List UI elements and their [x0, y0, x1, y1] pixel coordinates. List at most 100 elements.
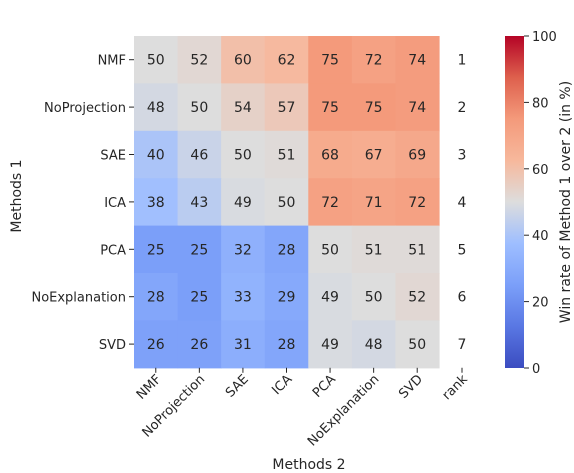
cell-value-label: 50 — [190, 100, 208, 116]
cell-value-label: 72 — [321, 195, 339, 211]
rank-labels: 1 2 3 4 5 6 7 — [458, 53, 467, 353]
heatmap-cell — [221, 36, 266, 84]
cell-value-label: 25 — [147, 242, 165, 258]
heatmap-cell — [351, 273, 397, 321]
row-tick-label: ICA — [104, 196, 126, 211]
heatmap-cell — [177, 273, 222, 321]
cell-value-label: 72 — [408, 195, 426, 211]
cell-value-label: 74 — [408, 100, 426, 116]
colorbar-label: Win rate of Method 1 over 2 (in %) — [558, 81, 574, 323]
row-tick-label: NMF — [98, 54, 126, 69]
cell-value-label: 50 — [147, 53, 165, 69]
rank-value-label: 2 — [458, 100, 467, 116]
cell-value-label: 50 — [408, 337, 426, 353]
heatmap-cell — [177, 225, 222, 274]
cell-value-label: 28 — [278, 337, 296, 353]
cell-value-label: 31 — [234, 337, 252, 353]
cell-value-label: 49 — [321, 290, 339, 306]
heatmap-cell — [221, 178, 266, 227]
heatmap-cell — [308, 36, 353, 84]
heatmap-cell — [264, 178, 309, 227]
cell-value-label: 40 — [147, 148, 165, 164]
heatmap-cell — [308, 225, 353, 274]
heatmap-cell — [134, 83, 179, 132]
colorbar-tick-label: 100 — [532, 30, 557, 45]
column-tick-label: SVD — [396, 372, 426, 402]
cell-value-label: 32 — [234, 242, 252, 258]
heatmap-cell — [264, 225, 309, 274]
rank-value-label: 4 — [458, 195, 467, 211]
cell-value-label: 75 — [365, 100, 383, 116]
column-tick-label: PCA — [310, 372, 339, 401]
colorbar-tick-label: 80 — [532, 96, 549, 111]
row-tick-label: NoProjection — [44, 101, 126, 116]
cell-value-label: 69 — [408, 148, 426, 164]
cell-value-label: 26 — [147, 337, 165, 353]
cell-value-label: 28 — [147, 290, 165, 306]
heatmap-cell — [134, 320, 179, 369]
colorbar-tick-label: 40 — [532, 229, 549, 244]
cell-value-label: 50 — [321, 242, 339, 258]
rank-value-label: 5 — [458, 242, 467, 258]
rank-value-label: 1 — [458, 53, 467, 69]
row-tick-label: PCA — [100, 243, 126, 258]
rank-value-label: 7 — [458, 337, 467, 353]
cell-value-label: 46 — [190, 148, 208, 164]
cell-value-label: 67 — [365, 148, 383, 164]
cell-value-label: 25 — [190, 290, 208, 306]
cell-value-label: 48 — [365, 337, 383, 353]
heatmap-cell — [177, 130, 222, 179]
heatmap-cell — [264, 83, 309, 132]
heatmap-cell — [308, 130, 353, 179]
heatmap-cell — [351, 36, 397, 84]
rank-value-label: 3 — [458, 148, 467, 164]
heatmap-cell — [177, 36, 222, 84]
heatmap-cell — [177, 83, 222, 132]
cell-value-label: 29 — [278, 290, 296, 306]
column-tick-label: NMF — [134, 372, 165, 403]
row-tick-labels: NMF NoProjection SAE ICA PCA NoExplanation SVD — [31, 54, 134, 353]
cell-value-label: 68 — [321, 148, 339, 164]
heatmap-cell — [221, 130, 266, 179]
cell-value-label: 57 — [278, 100, 296, 116]
heatmap-cell — [264, 320, 309, 369]
cell-value-label: 49 — [234, 195, 252, 211]
cell-value-label: 50 — [278, 195, 296, 211]
column-tick-label: SAE — [223, 372, 252, 401]
heatmap-cell — [134, 130, 179, 179]
cell-value-label: 26 — [190, 337, 208, 353]
cell-value-label: 49 — [321, 337, 339, 353]
heatmap-cell — [221, 273, 266, 321]
heatmap-cell — [395, 225, 440, 274]
colorbar-gradient — [505, 36, 524, 368]
cell-value-label: 38 — [147, 195, 165, 211]
heatmap-cell — [351, 225, 397, 274]
heatmap-cell — [264, 130, 309, 179]
heatmap-cell — [308, 83, 353, 132]
cell-value-label: 62 — [278, 53, 296, 69]
cell-value-label: 75 — [321, 100, 339, 116]
cell-value-label: 75 — [321, 53, 339, 69]
heatmap-cell — [221, 320, 266, 369]
cell-value-label: 52 — [190, 53, 208, 69]
row-tick-label: NoExplanation — [31, 291, 126, 306]
column-tick-label: ICA — [269, 372, 295, 398]
cell-value-label: 28 — [278, 242, 296, 258]
heatmap-cell — [177, 320, 222, 369]
heatmap-cell — [395, 178, 440, 227]
cell-value-label: 72 — [365, 53, 383, 69]
cell-value-label: 25 — [190, 242, 208, 258]
cell-value-labels: 50 52 60 62 75 72 74 48 50 54 57 75 75 74 40 46 50 51 68 67… — [147, 53, 426, 353]
row-tick-label: SAE — [100, 149, 126, 164]
colorbar-ticks: 0 20 40 60 80 100 — [524, 30, 557, 377]
cell-value-label: 71 — [365, 195, 383, 211]
heatmap-cell — [395, 83, 440, 132]
cell-value-label: 51 — [408, 242, 426, 258]
heatmap-cell — [351, 320, 397, 369]
heatmap-cell — [351, 130, 397, 179]
cell-value-label: 51 — [278, 148, 296, 164]
cell-value-label: 50 — [365, 290, 383, 306]
cell-value-label: 51 — [365, 242, 383, 258]
cell-value-label: 52 — [408, 290, 426, 306]
